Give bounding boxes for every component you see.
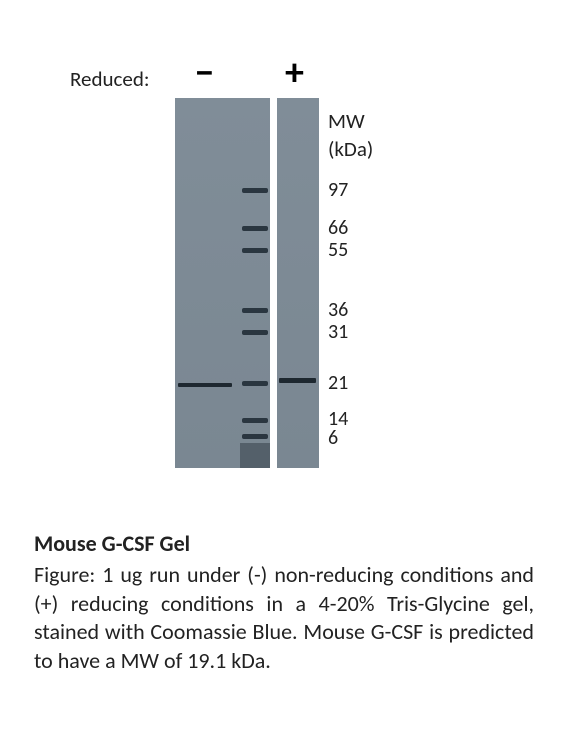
sample-band-reducing bbox=[279, 378, 316, 383]
plus-sign: + bbox=[285, 50, 304, 96]
caption-title: Mouse G-CSF Gel bbox=[34, 530, 534, 557]
mw-header: MW bbox=[328, 108, 365, 134]
lane-nonreducing bbox=[175, 98, 240, 468]
mw-value: 55 bbox=[328, 238, 348, 262]
ladder-band bbox=[242, 188, 268, 193]
gel-figure: Reduced: − + MW (kDa) 976655363121146 bbox=[70, 50, 500, 480]
mw-value: 21 bbox=[328, 371, 348, 395]
mw-value: 6 bbox=[328, 426, 338, 450]
mw-value: 66 bbox=[328, 216, 348, 240]
reduced-label: Reduced: bbox=[70, 66, 150, 92]
mw-value: 31 bbox=[328, 320, 348, 344]
ladder-band bbox=[242, 330, 268, 335]
lane-reducing bbox=[277, 98, 319, 468]
figure-caption: Mouse G-CSF Gel Figure: 1 ug run under (… bbox=[34, 530, 534, 675]
ladder-band bbox=[242, 434, 268, 439]
ladder-band bbox=[242, 381, 268, 386]
ladder-band bbox=[242, 418, 268, 423]
ladder-band bbox=[242, 226, 268, 231]
ladder-smear bbox=[240, 443, 270, 468]
mw-value: 36 bbox=[328, 298, 348, 322]
sample-band-nonreducing bbox=[178, 383, 232, 387]
ladder-band bbox=[242, 308, 268, 313]
caption-body: Figure: 1 ug run under (-) non-reducing … bbox=[34, 561, 534, 675]
mw-unit: (kDa) bbox=[328, 136, 373, 162]
lane-ladder bbox=[240, 98, 270, 468]
ladder-band bbox=[242, 248, 268, 253]
mw-value: 97 bbox=[328, 178, 348, 202]
minus-sign: − bbox=[195, 50, 214, 96]
